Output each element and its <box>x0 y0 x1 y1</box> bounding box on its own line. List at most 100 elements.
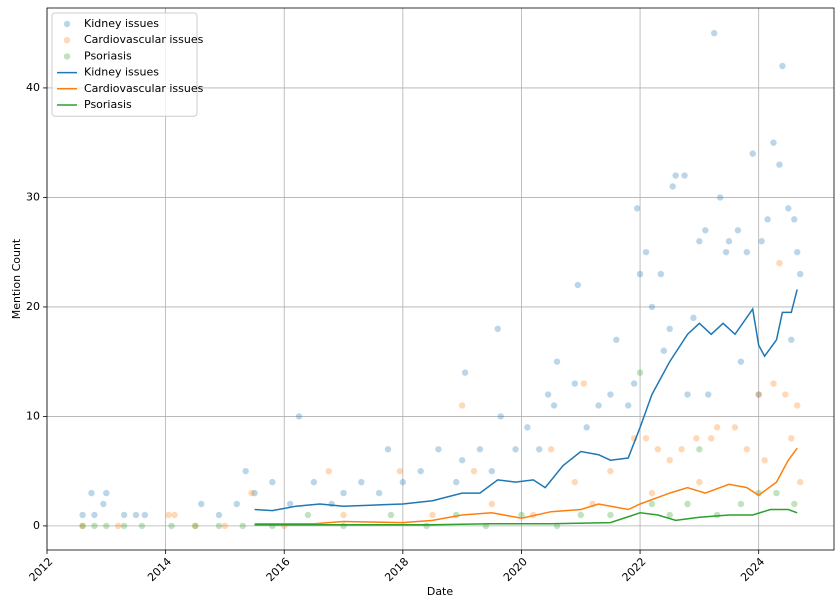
point <box>711 29 718 37</box>
point <box>239 522 246 530</box>
point <box>669 183 676 190</box>
legend-marker <box>63 20 71 28</box>
point <box>696 478 703 486</box>
point <box>325 467 332 475</box>
point <box>304 511 312 519</box>
point <box>417 467 424 475</box>
point <box>192 522 199 530</box>
point <box>642 248 650 256</box>
legend-box <box>51 12 198 117</box>
y-tick-label: 30 <box>26 190 40 203</box>
point <box>399 478 407 486</box>
point <box>340 511 347 519</box>
point <box>625 402 632 409</box>
point <box>577 511 584 519</box>
point <box>666 511 673 519</box>
point <box>233 500 240 508</box>
point <box>470 467 478 475</box>
legend-label: Cardiovascular issues <box>84 82 204 95</box>
point <box>494 325 501 333</box>
point <box>197 500 205 508</box>
point <box>488 500 496 508</box>
point <box>328 500 335 508</box>
legend-label: Kidney issues <box>84 66 159 79</box>
legend-label: Psoriasis <box>84 98 132 111</box>
point <box>684 500 691 508</box>
point <box>100 500 107 508</box>
point <box>168 522 175 530</box>
point <box>524 424 531 431</box>
legend-marker <box>63 53 71 60</box>
point <box>776 259 783 267</box>
point <box>88 489 95 497</box>
point <box>215 522 223 530</box>
point <box>375 489 383 497</box>
y-tick-label: 10 <box>26 409 40 422</box>
point <box>141 511 149 519</box>
point <box>544 391 552 398</box>
line <box>254 447 798 525</box>
point <box>770 380 777 387</box>
point <box>91 511 98 519</box>
point <box>666 325 673 333</box>
point <box>340 489 347 497</box>
point <box>794 402 801 409</box>
point <box>743 248 751 256</box>
point <box>458 402 466 409</box>
point <box>580 380 587 387</box>
x-axis-label: Date <box>427 585 454 596</box>
point <box>518 511 525 519</box>
point <box>758 238 765 245</box>
point <box>636 270 644 278</box>
line <box>254 289 798 512</box>
point <box>716 194 724 201</box>
point <box>221 522 229 530</box>
point <box>103 522 110 530</box>
point <box>458 457 466 464</box>
y-tick-label: 40 <box>26 81 40 94</box>
point <box>269 478 276 486</box>
point <box>696 238 703 245</box>
point <box>251 489 258 497</box>
point <box>705 391 712 398</box>
point <box>429 511 436 519</box>
point <box>684 391 691 398</box>
point <box>497 413 504 420</box>
point <box>574 281 581 289</box>
point <box>749 150 756 157</box>
point <box>340 522 347 530</box>
line <box>254 508 798 526</box>
point <box>358 478 365 486</box>
point <box>120 511 128 519</box>
point <box>725 238 733 245</box>
point <box>666 457 673 464</box>
point <box>595 402 602 409</box>
point <box>660 347 667 354</box>
legend-label: Psoriasis <box>84 49 132 62</box>
point <box>636 369 644 376</box>
point <box>794 248 801 256</box>
point <box>755 391 762 398</box>
point <box>607 511 614 519</box>
legend-marker <box>63 37 71 44</box>
point <box>648 500 656 508</box>
point <box>571 380 579 387</box>
point <box>79 522 86 530</box>
point <box>476 446 484 453</box>
point <box>696 446 703 453</box>
point <box>657 270 665 278</box>
point <box>708 435 715 442</box>
legend-label: Kidney issues <box>84 17 159 30</box>
point <box>654 446 662 453</box>
y-tick-label: 0 <box>33 519 40 532</box>
point <box>642 435 650 442</box>
point <box>722 248 730 256</box>
point <box>607 391 614 398</box>
point <box>681 172 688 179</box>
point <box>103 489 110 497</box>
point <box>571 478 579 486</box>
legend-label: Cardiovascular issues <box>84 33 204 46</box>
point <box>423 522 430 530</box>
point <box>672 172 679 179</box>
point <box>248 489 255 497</box>
